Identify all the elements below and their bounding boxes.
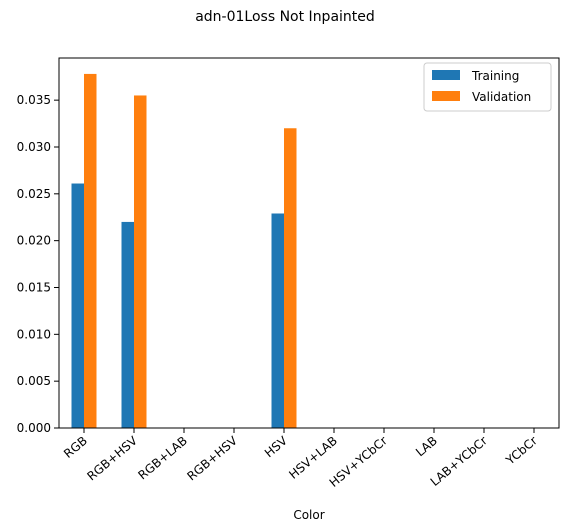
bars-layer xyxy=(71,73,297,429)
bar-training-0 xyxy=(71,183,84,428)
x-tick-label: RGB+HSV xyxy=(84,433,140,483)
x-tick-label: RGB+LAB xyxy=(135,434,189,483)
y-tick-label: 0.015 xyxy=(17,280,51,294)
bar-validation-1 xyxy=(134,95,147,428)
y-tick-label: 0.020 xyxy=(17,234,51,248)
chart-title: adn-01Loss Not Inpainted xyxy=(195,9,375,25)
legend-label-validation: Validation xyxy=(472,90,531,104)
y-axis: 0.000 0.005 0.010 0.015 0.020 0.025 0.030 0.035 xyxy=(17,93,59,435)
legend-label-training: Training xyxy=(471,69,519,83)
legend-swatch-training xyxy=(432,70,460,80)
y-tick-label: 0.005 xyxy=(17,374,51,388)
x-tick-label: LAB xyxy=(413,434,440,460)
x-tick-label: YCbCr xyxy=(503,434,540,469)
y-tick-label: 0.025 xyxy=(17,187,51,201)
bar-validation-0 xyxy=(84,73,97,429)
x-tick-label: HSV xyxy=(262,433,291,460)
x-tick-label: RGB xyxy=(61,434,90,461)
y-tick-label: 0.010 xyxy=(17,327,51,341)
plot-frame xyxy=(58,57,560,429)
x-tick-label: RGB+HSV xyxy=(184,433,240,483)
legend-swatch-validation xyxy=(432,91,460,101)
legend-items: Training Validation xyxy=(432,69,531,104)
x-axis-label: Color xyxy=(293,508,324,522)
y-tick-label: 0.000 xyxy=(17,421,51,435)
bar-training-1 xyxy=(121,221,134,428)
bar-training-4 xyxy=(271,213,284,428)
y-tick-label: 0.030 xyxy=(17,140,51,154)
legend: Training Validation xyxy=(423,62,552,112)
bar-validation-4 xyxy=(284,128,297,428)
y-tick-label: 0.035 xyxy=(17,93,51,107)
